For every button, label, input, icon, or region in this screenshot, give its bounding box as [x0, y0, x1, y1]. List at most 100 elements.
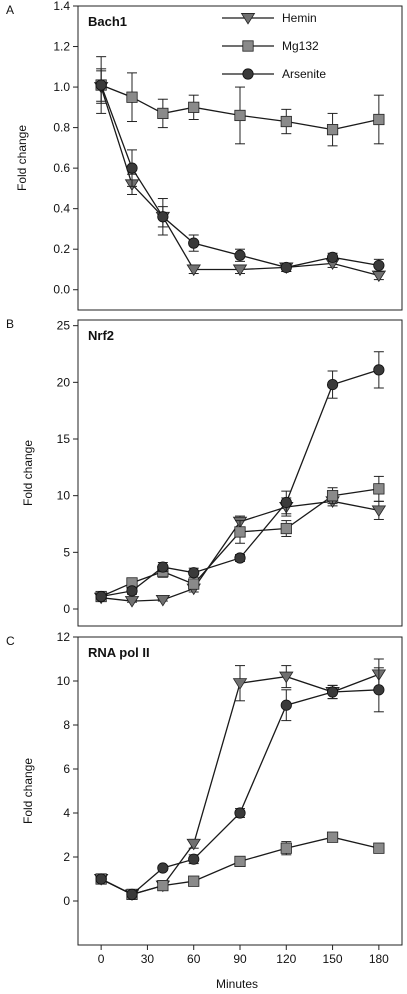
- data-point: [373, 364, 385, 376]
- y-tick-label: 15: [57, 432, 71, 446]
- data-point: [326, 490, 339, 502]
- series-arsenite: [95, 351, 385, 603]
- y-tick-label: 0: [63, 602, 70, 616]
- x-tick-label: 180: [369, 952, 389, 966]
- x-tick-label: 0: [98, 952, 105, 966]
- data-point: [326, 251, 339, 263]
- legend-marker: [242, 68, 254, 80]
- data-point: [280, 115, 292, 128]
- data-point: [234, 249, 246, 261]
- y-tick-label: 20: [57, 375, 71, 389]
- y-tick-label: 0.4: [53, 202, 70, 216]
- y-tick-label: 1.2: [53, 40, 70, 54]
- panel-b: B Nrf2 Fold change 0 5 10 15 20 25: [6, 317, 403, 627]
- x-tick-label: 120: [276, 952, 296, 966]
- data-point: [157, 211, 169, 223]
- series-hemin: [93, 496, 387, 608]
- data-point: [326, 378, 339, 391]
- x-tick-label: 60: [187, 952, 201, 966]
- data-point: [373, 483, 385, 495]
- data-point: [157, 862, 169, 874]
- panel-title: RNA pol II: [88, 645, 150, 660]
- data-point: [234, 526, 246, 538]
- y-axis-label: Fold change: [21, 440, 35, 506]
- data-point: [95, 590, 107, 603]
- data-point: [188, 237, 200, 249]
- data-point: [95, 79, 107, 91]
- y-tick-label: 5: [63, 545, 70, 559]
- data-point: [157, 880, 169, 892]
- data-point: [126, 888, 138, 901]
- data-point: [126, 585, 138, 597]
- y-tick-label: 0.6: [53, 161, 70, 175]
- data-point: [373, 113, 385, 126]
- data-point: [280, 261, 292, 274]
- data-point: [279, 671, 294, 684]
- data-point: [126, 162, 138, 174]
- data-point: [234, 807, 246, 819]
- y-tick-label: 0: [63, 894, 70, 908]
- panel-letter: A: [6, 3, 14, 17]
- panel-title: Bach1: [88, 14, 127, 29]
- panel-letter: C: [6, 634, 15, 648]
- data-point: [232, 264, 248, 277]
- data-point: [95, 873, 107, 885]
- data-point: [373, 684, 385, 696]
- data-point: [126, 91, 138, 103]
- data-point: [280, 842, 292, 854]
- y-tick-label: 1.4: [53, 0, 70, 13]
- y-tick-label: 0.2: [53, 242, 70, 256]
- data-point: [188, 875, 200, 887]
- legend-item-mg132: Mg132: [222, 39, 319, 53]
- x-axis-label: Minutes: [216, 977, 258, 991]
- y-axis-label: Fold change: [21, 758, 35, 824]
- panel-a: A Bach1 Fold change 0.0 0.2 0.4 0.6 0.8 1.0 1.2 1.…: [6, 0, 403, 311]
- data-point: [157, 107, 169, 120]
- series-line: [101, 500, 380, 602]
- series-mg132: [95, 475, 385, 603]
- x-tick-label: 150: [323, 952, 343, 966]
- data-point: [371, 505, 387, 518]
- legend-label: Hemin: [282, 11, 317, 25]
- data-point: [234, 855, 246, 868]
- series-arsenite: [95, 667, 385, 901]
- series-line: [100, 86, 380, 277]
- y-tick-label: 12: [57, 630, 71, 644]
- data-point: [280, 699, 292, 711]
- data-point: [188, 101, 200, 113]
- data-point: [155, 594, 171, 607]
- y-tick-label: 0.0: [53, 283, 70, 297]
- data-point: [186, 264, 201, 277]
- series-line: [100, 689, 379, 896]
- legend-marker: [242, 40, 254, 52]
- legend-item-hemin: Hemin: [222, 11, 317, 25]
- data-point: [234, 552, 246, 564]
- panel-title: Nrf2: [88, 328, 114, 343]
- data-point: [326, 831, 339, 843]
- data-point: [373, 842, 385, 854]
- data-point: [188, 853, 200, 865]
- data-point: [157, 561, 169, 573]
- legend-item-arsenite: Arsenite: [222, 67, 326, 81]
- y-tick-label: 10: [57, 674, 71, 688]
- series-mg132: [95, 56, 385, 147]
- data-point: [373, 259, 385, 272]
- data-point: [232, 678, 248, 690]
- x-tick-label: 30: [141, 952, 155, 966]
- legend: Hemin Mg132 Arsenite: [222, 11, 326, 81]
- y-tick-label: 10: [57, 489, 71, 503]
- legend-marker: [240, 13, 256, 25]
- y-tick-label: 2: [63, 850, 70, 864]
- series-line: [100, 369, 380, 598]
- data-point: [326, 124, 339, 136]
- plot-frame: [77, 5, 403, 311]
- y-tick-label: 6: [63, 762, 70, 776]
- series-line: [100, 84, 380, 269]
- legend-label: Arsenite: [282, 67, 326, 81]
- y-tick-label: 1.0: [53, 80, 70, 94]
- legend-label: Mg132: [282, 39, 319, 53]
- x-tick-label: 90: [233, 952, 247, 966]
- y-tick-label: 0.8: [53, 121, 70, 135]
